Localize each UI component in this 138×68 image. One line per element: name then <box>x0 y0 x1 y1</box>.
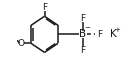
Text: F: F <box>97 30 102 39</box>
Text: +: + <box>115 27 120 33</box>
Text: F: F <box>80 46 86 55</box>
Text: B: B <box>79 29 87 39</box>
Text: K: K <box>110 29 117 39</box>
Text: F: F <box>42 3 47 12</box>
Text: −: − <box>84 25 90 31</box>
Text: O: O <box>18 39 25 48</box>
Text: F: F <box>80 14 86 23</box>
